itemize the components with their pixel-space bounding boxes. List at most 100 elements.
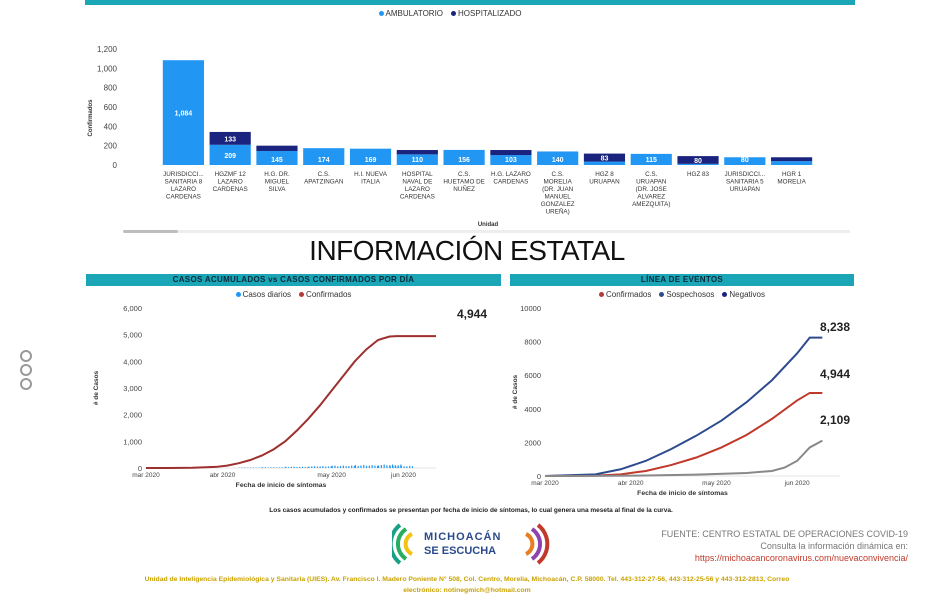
right-panel-legend: Confirmados Sospechosos Negativos [510,290,854,299]
x-tick-label: C.S. APATZINGAN [304,171,344,186]
footer-line2: electrónico: notinegmich@hotmail.com [403,587,531,594]
bar-value-label: 145 [271,157,283,164]
daily-cases-bar [397,466,400,468]
legend-dot-ambulatorio [378,11,384,16]
y-axis-label: # de Casos [93,370,100,405]
x-tick-label: may 2020 [317,472,346,479]
y-tick-label: 1,200 [97,45,118,54]
y-tick-label: 2000 [524,438,541,447]
y-tick-label: 4,000 [123,357,142,366]
source-link[interactable]: https://michoacancoronavirus.com/nuevaco… [694,553,908,563]
bar-hospitalizado [256,145,298,151]
bar-value-label: 83 [601,156,609,163]
more-options-icon[interactable] [20,350,32,390]
bar-ambulatorio [724,157,766,165]
bar-ambulatorio [583,161,626,165]
daily-cases-bar [325,466,327,468]
chart-scrollbar-track[interactable] [178,230,850,233]
daily-cases-bar [403,466,405,468]
daily-cases-bar [319,466,321,468]
bar-hospitalizado [583,153,626,162]
left-panel-title: CASOS ACUMULADOS vs CASOS CONFIRMADOS PO… [86,274,501,286]
bar-value-label: 169 [365,157,377,164]
end-value-label: 2,109 [820,413,850,427]
y-tick-label: 6000 [524,371,541,380]
source-block: FUENTE: CENTRO ESTATAL DE OPERACIONES CO… [600,528,908,564]
end-value-label: 8,238 [820,320,850,334]
bar-ambulatorio [677,163,719,165]
x-axis-label: Fecha de inicio de síntomas [637,490,728,495]
source-line1: FUENTE: CENTRO ESTATAL DE OPERACIONES CO… [661,529,908,539]
daily-cases-bar [285,466,287,468]
daily-cases-bar [371,465,373,468]
bar-ambulatorio [630,153,672,165]
bar-value-label: 110 [412,157,423,164]
x-tick-label: abr 2020 [618,480,644,487]
daily-cases-bar [296,467,298,468]
logo-line1: MICHOACÁN [424,531,502,543]
bar-value-label: 174 [318,157,330,164]
x-tick-label: H.G. LAZARO CARDENAS [491,171,531,186]
x-axis-label: Fecha de inicio de síntomas [236,482,327,489]
y-tick-label: 5,000 [123,331,142,340]
bar-value-label: 133 [224,136,236,143]
y-tick-label: 600 [104,103,118,112]
daily-cases-bar [275,467,278,468]
daily-cases-bar [290,466,292,468]
y-tick-label: 10000 [520,304,541,313]
bar-ambulatorio [349,148,392,165]
daily-cases-bar [293,466,295,468]
x-tick-label: HGR 1 MORELIA [777,171,806,186]
bar-ambulatorio [303,148,345,165]
bar-value-label: 115 [646,157,657,164]
page-title: INFORMACIÓN ESTATAL [309,235,625,266]
daily-cases-bar [345,466,347,468]
y-tick-label: 200 [104,142,118,151]
daily-cases-bar [392,465,394,468]
legend-dot-confirmados [299,292,305,297]
source-line2: Consulta la información dinámica en: [760,541,908,551]
bar-hospitalizado [209,131,251,145]
x-tick-label: C.S. MORELIA (DR. JUAN MANUEL GONZALEZ UREÑA) [541,171,575,216]
daily-cases-bar [389,466,391,468]
y-tick-label: 0 [138,464,142,473]
chart-scrollbar[interactable] [123,230,178,233]
x-tick-label: mar 2020 [132,472,160,479]
daily-cases-bar [281,467,283,468]
y-axis-label: # de Casos [512,374,519,409]
top-section-banner [85,0,855,5]
y-tick-label: 4000 [524,405,541,414]
x-tick-label: C.S. HUETAMO DE NUÑEZ [443,171,485,193]
unit-bar-chart: 0 200 400 600 800 1,000 1,200 Confirmados 1,084 J… [88,45,813,228]
bar-value-label: 80 [694,158,702,165]
bar-ambulatorio [256,150,298,165]
x-tick-label: HGZ 83 [687,171,710,178]
legend-dot-casos-diarios [235,292,241,297]
legend-label-confirmados-r: Confirmados [606,290,652,299]
x-tick-label: HOSPITAL NAVAL DE LAZARO CARDENAS [400,171,435,201]
daily-cases-bar [330,466,332,468]
bar-value-label: 103 [505,157,517,164]
menu-circle-icon [20,350,32,362]
daily-cases-bar [374,465,376,468]
michoacan-logo: MICHOACÁN SE ESCUCHA [388,521,552,567]
daily-cases-bar [261,467,263,468]
events-line-chart: 0 2000 4000 6000 8000 10000 mar 2020 abr 2020 ma… [512,304,850,495]
y-tick-label: 1,000 [97,64,118,73]
y-tick-label: 3,000 [123,384,142,393]
x-tick-label: H.I. NUEVA ITALIA [354,171,388,186]
series-line-confirmados [544,391,823,477]
daily-cases-bar [252,467,254,468]
y-tick-label: 1,000 [123,437,142,446]
bar-ambulatorio [537,151,579,165]
daily-cases-bar [322,466,324,468]
bar-value-label: 80 [741,157,749,164]
bar-hospitalizado [490,150,532,156]
logo-sound-waves-icon [388,523,550,565]
bar-value-label: 156 [458,157,470,164]
daily-cases-bar [386,465,388,468]
legend-label-hospitalizado: HOSPITALIZADO [458,9,522,18]
x-tick-label: JURISDICCI... SANITARIA 8 LAZARO CARDENAS [163,171,204,201]
bar-hospitalizado [396,150,438,155]
series-line-negativos [544,439,823,477]
